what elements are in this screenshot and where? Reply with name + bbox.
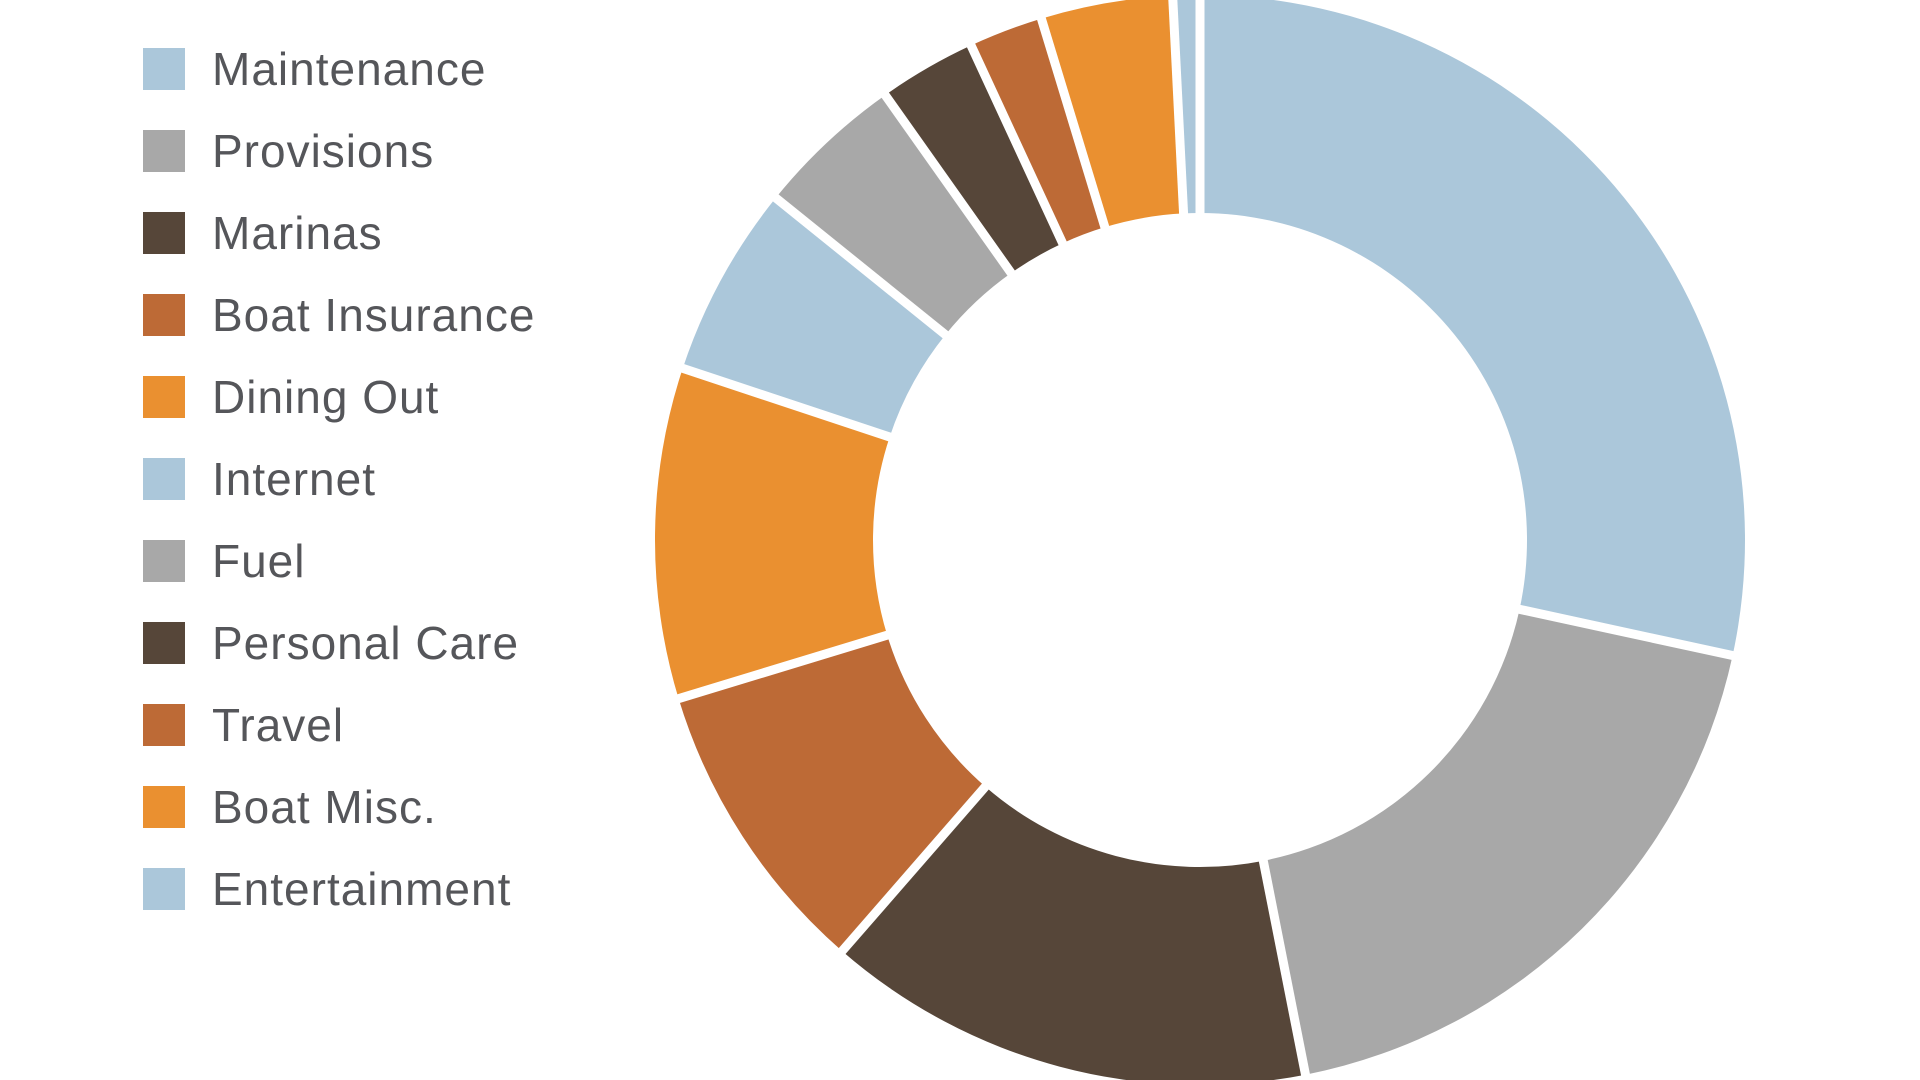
legend-item-marinas: Marinas: [143, 207, 535, 259]
pie-slice-provisions: [1263, 609, 1733, 1075]
pie-slice-fuel: [775, 95, 1012, 335]
legend-label: Provisions: [212, 125, 435, 177]
legend-swatch-icon: [143, 622, 185, 664]
legend-label: Boat Misc.: [212, 781, 437, 833]
legend-swatch-icon: [143, 48, 185, 90]
legend-item-dining-out: Dining Out: [143, 371, 535, 423]
pie-slice-internet: [682, 197, 946, 437]
legend-swatch-icon: [143, 704, 185, 746]
pie-slice-maintenance: [1200, 0, 1745, 656]
legend-item-travel: Travel: [143, 699, 535, 751]
slice-separator: [834, 778, 994, 960]
pie-slice-boat-misc: [1041, 0, 1184, 228]
pie-slice-dining-out: [654, 368, 890, 699]
slice-separator: [964, 37, 1070, 252]
legend-label: Entertainment: [212, 863, 512, 915]
legend-swatch-icon: [143, 130, 185, 172]
pie-slice-marinas: [842, 786, 1306, 1080]
legend-label: Dining Out: [212, 371, 440, 423]
slice-separator: [1035, 10, 1112, 236]
legend-item-boat-insurance: Boat Insurance: [143, 289, 536, 341]
legend-label: Boat Insurance: [212, 289, 536, 341]
legend-swatch-icon: [143, 868, 185, 910]
legend-item-internet: Internet: [143, 453, 535, 505]
legend-item-provisions: Provisions: [143, 125, 535, 177]
legend-item-maintenance: Maintenance: [143, 43, 535, 95]
pie-slice-personal-care: [885, 45, 1063, 274]
legend-swatch-icon: [143, 786, 185, 828]
legend-label: Fuel: [212, 535, 306, 587]
legend-label: Marinas: [212, 207, 383, 259]
legend-label: Maintenance: [212, 43, 487, 95]
legend-swatch-icon: [143, 376, 185, 418]
legend-item-personal-care: Personal Care: [143, 617, 535, 669]
legend-swatch-icon: [143, 540, 185, 582]
legend-item-fuel: Fuel: [143, 535, 535, 587]
slice-separator: [674, 361, 898, 444]
slice-separator: [1168, 0, 1189, 221]
legend-item-boat-misc: Boat Misc.: [143, 781, 535, 833]
slice-separator: [767, 190, 954, 343]
slice-separator: [1257, 853, 1312, 1080]
legend-label: Travel: [212, 699, 345, 751]
legend-swatch-icon: [143, 212, 185, 254]
slice-separator: [670, 628, 896, 705]
slice-separator: [1511, 603, 1741, 662]
legend-label: Internet: [212, 453, 376, 505]
chart-legend: Maintenance Provisions Marinas Boat Insuran…: [143, 43, 536, 915]
legend-item-entertainment: Entertainment: [143, 863, 535, 915]
legend-swatch-icon: [143, 294, 185, 336]
slice-separator: [877, 86, 1019, 282]
pie-slice-travel: [971, 18, 1105, 244]
legend-swatch-icon: [143, 458, 185, 500]
legend-label: Personal Care: [212, 617, 520, 669]
